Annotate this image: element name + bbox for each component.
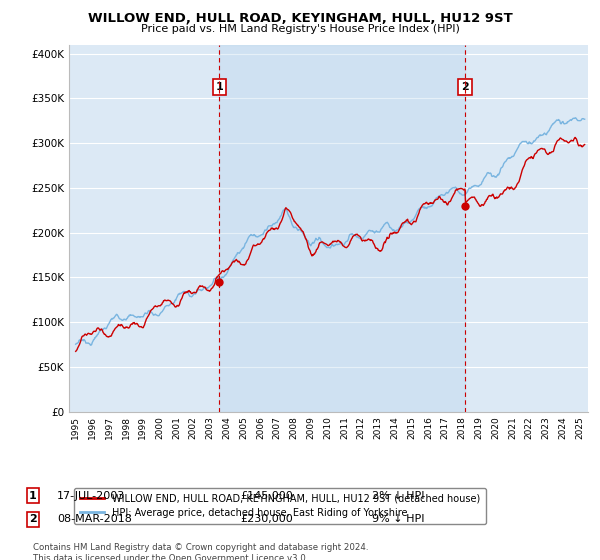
Text: Contains HM Land Registry data © Crown copyright and database right 2024.
This d: Contains HM Land Registry data © Crown c… <box>33 543 368 560</box>
Text: 2% ↓ HPI: 2% ↓ HPI <box>372 491 425 501</box>
Legend: WILLOW END, HULL ROAD, KEYINGHAM, HULL, HU12 9ST (detached house), HPI: Average : WILLOW END, HULL ROAD, KEYINGHAM, HULL, … <box>74 488 486 524</box>
Text: 1: 1 <box>29 491 37 501</box>
Text: 17-JUL-2003: 17-JUL-2003 <box>57 491 125 501</box>
Bar <box>219 45 465 412</box>
Text: 2: 2 <box>461 82 469 92</box>
Text: 2: 2 <box>29 514 37 524</box>
Text: Price paid vs. HM Land Registry's House Price Index (HPI): Price paid vs. HM Land Registry's House … <box>140 24 460 34</box>
Text: 08-MAR-2018: 08-MAR-2018 <box>57 514 132 524</box>
Text: £230,000: £230,000 <box>240 514 293 524</box>
Text: 1: 1 <box>215 82 223 92</box>
Text: £145,000: £145,000 <box>240 491 293 501</box>
Text: 9% ↓ HPI: 9% ↓ HPI <box>372 514 425 524</box>
Text: WILLOW END, HULL ROAD, KEYINGHAM, HULL, HU12 9ST: WILLOW END, HULL ROAD, KEYINGHAM, HULL, … <box>88 12 512 25</box>
